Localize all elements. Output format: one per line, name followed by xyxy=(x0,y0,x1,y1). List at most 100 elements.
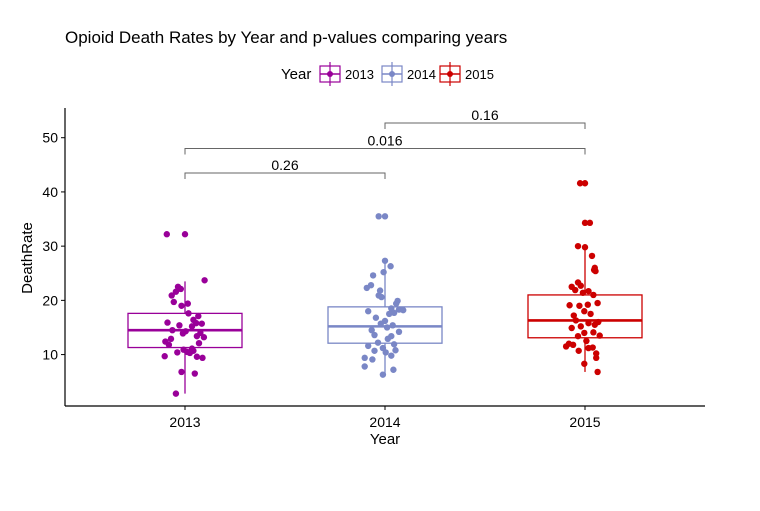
y-tick-label: 20 xyxy=(42,292,58,308)
data-point xyxy=(572,317,580,324)
x-tick-label: 2013 xyxy=(169,414,200,430)
data-point xyxy=(393,300,400,307)
p-value-label: 0.16 xyxy=(471,107,498,123)
data-point xyxy=(585,319,592,327)
data-point xyxy=(377,320,384,327)
data-point xyxy=(163,231,170,238)
comparison-bracket xyxy=(184,172,386,179)
data-point xyxy=(201,277,208,284)
data-point xyxy=(569,341,577,349)
data-point xyxy=(172,390,180,397)
data-point xyxy=(581,329,588,337)
data-point xyxy=(361,354,368,362)
box-iqr xyxy=(327,306,443,344)
data-point xyxy=(583,337,590,345)
data-point xyxy=(365,308,372,315)
data-point xyxy=(167,335,175,343)
data-point xyxy=(195,339,203,347)
data-point xyxy=(592,267,599,275)
data-point xyxy=(174,349,181,356)
data-point xyxy=(376,287,384,294)
legend-key-point xyxy=(447,71,453,77)
data-point xyxy=(388,352,395,359)
data-point xyxy=(594,299,601,307)
data-point xyxy=(363,284,370,292)
data-point xyxy=(387,263,394,270)
y-tick-label: 40 xyxy=(42,184,58,200)
data-point xyxy=(361,363,368,370)
data-point xyxy=(581,219,589,227)
legend-items: 2013 2014 2015 xyxy=(319,62,494,86)
data-point xyxy=(179,330,187,337)
data-point xyxy=(381,257,389,264)
data-point xyxy=(585,344,592,352)
data-point xyxy=(200,334,208,341)
y-axis-title: DeathRate xyxy=(19,222,36,294)
data-point xyxy=(572,286,579,294)
data-point xyxy=(384,335,391,343)
data-point xyxy=(581,308,588,315)
data-point xyxy=(584,301,591,308)
data-point xyxy=(570,312,577,319)
data-point xyxy=(568,324,575,332)
data-point xyxy=(400,306,407,314)
data-point xyxy=(368,326,375,334)
data-point xyxy=(581,180,589,187)
legend: Year 2013 2014 2015 xyxy=(281,62,494,86)
data-point xyxy=(374,339,382,346)
data-point xyxy=(390,309,398,317)
y-tick-label: 10 xyxy=(42,347,58,363)
legend-label: 2013 xyxy=(345,67,374,82)
x-tick-label: 2015 xyxy=(569,414,600,430)
chart-title: Opioid Death Rates by Year and p-values … xyxy=(65,28,507,47)
data-point xyxy=(369,272,377,279)
data-point xyxy=(590,329,597,336)
data-point xyxy=(574,332,582,340)
data-point xyxy=(378,293,385,301)
data-point xyxy=(386,310,393,318)
data-point xyxy=(566,302,573,309)
data-point xyxy=(177,285,184,293)
data-point xyxy=(369,356,376,363)
data-point xyxy=(381,213,389,220)
data-point xyxy=(161,353,168,360)
data-point xyxy=(562,343,570,350)
data-point xyxy=(585,287,592,295)
y-tick-label: 50 xyxy=(42,130,58,146)
data-point xyxy=(576,180,584,187)
data-point xyxy=(594,368,601,376)
data-point xyxy=(577,282,584,289)
legend-key-point xyxy=(327,71,333,77)
comparison-bracket xyxy=(384,122,586,130)
legend-label: 2015 xyxy=(465,67,494,82)
data-point xyxy=(184,300,191,307)
data-point xyxy=(581,244,589,251)
data-point xyxy=(178,368,185,376)
data-point xyxy=(185,310,192,317)
data-point xyxy=(575,347,582,354)
data-point xyxy=(193,332,201,340)
data-point xyxy=(383,324,391,331)
data-point xyxy=(164,319,171,326)
data-point xyxy=(390,341,398,348)
comparison-bracket xyxy=(184,148,586,155)
data-point xyxy=(581,360,588,367)
data-point xyxy=(191,370,198,377)
legend-title: Year xyxy=(281,66,311,83)
data-point xyxy=(593,354,600,362)
data-point xyxy=(375,213,382,220)
legend-label: 2014 xyxy=(407,67,436,82)
data-point xyxy=(170,298,177,306)
data-point xyxy=(588,252,596,260)
data-point xyxy=(178,302,185,309)
data-point xyxy=(382,349,389,356)
data-point xyxy=(181,231,189,238)
data-point xyxy=(596,332,603,339)
data-point xyxy=(389,322,396,329)
data-point xyxy=(379,371,387,378)
data-point xyxy=(193,353,201,360)
data-point xyxy=(168,292,175,299)
data-point xyxy=(186,349,194,357)
data-point xyxy=(371,331,378,339)
